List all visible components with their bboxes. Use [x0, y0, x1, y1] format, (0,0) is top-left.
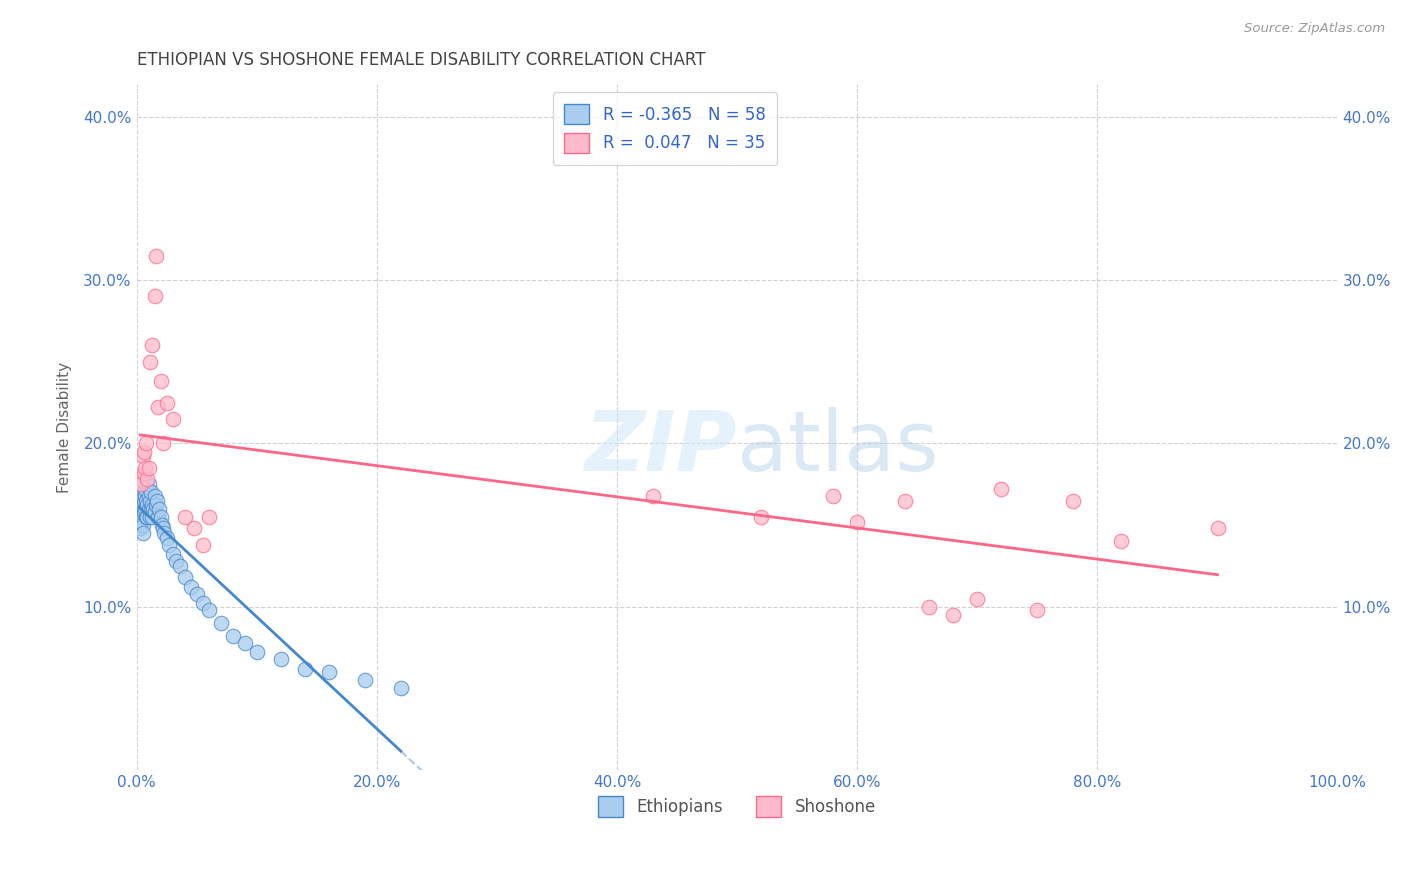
Point: [138, 501, 160, 516]
Text: Source: ZipAtlas.com: Source: ZipAtlas.com: [1244, 22, 1385, 36]
Point: [197, 509, 219, 524]
Point: [131, 526, 153, 541]
Point: [148, 509, 170, 524]
Point: [990, 482, 1012, 496]
Point: [270, 652, 292, 666]
Point: [165, 554, 187, 568]
Point: [129, 521, 152, 535]
Point: [894, 493, 917, 508]
Point: [141, 509, 163, 524]
Point: [1206, 521, 1229, 535]
Point: [294, 662, 316, 676]
Point: [131, 499, 153, 513]
Point: [131, 515, 153, 529]
Point: [135, 436, 157, 450]
Point: [966, 591, 988, 606]
Point: [152, 521, 174, 535]
Point: [641, 489, 664, 503]
Point: [157, 538, 180, 552]
Point: [139, 485, 162, 500]
Point: [1026, 603, 1049, 617]
Point: [131, 518, 153, 533]
Point: [353, 673, 375, 688]
Point: [149, 509, 172, 524]
Point: [846, 515, 869, 529]
Point: [186, 587, 208, 601]
Point: [139, 501, 162, 516]
Point: [135, 509, 157, 524]
Point: [131, 477, 153, 491]
Point: [142, 501, 165, 516]
Point: [143, 505, 166, 519]
Point: [1111, 534, 1133, 549]
Point: [149, 375, 172, 389]
Point: [1062, 493, 1084, 508]
Legend: Ethiopians, Shoshone: Ethiopians, Shoshone: [592, 789, 883, 823]
Point: [134, 489, 156, 503]
Point: [135, 493, 157, 508]
Text: ZIP: ZIP: [585, 407, 737, 488]
Point: [749, 509, 772, 524]
Point: [141, 338, 163, 352]
Point: [162, 412, 184, 426]
Point: [150, 518, 173, 533]
Point: [139, 355, 162, 369]
Point: [138, 477, 160, 491]
Point: [131, 505, 153, 519]
Point: [233, 635, 256, 649]
Point: [173, 509, 195, 524]
Point: [389, 681, 412, 696]
Point: [132, 493, 155, 508]
Point: [148, 401, 170, 415]
Point: [141, 499, 163, 513]
Point: [134, 461, 156, 475]
Point: [139, 493, 162, 508]
Point: [153, 526, 176, 541]
Point: [191, 538, 214, 552]
Point: [169, 558, 191, 573]
Point: [156, 531, 179, 545]
Point: [139, 509, 162, 524]
Point: [246, 645, 269, 659]
Point: [823, 489, 845, 503]
Point: [143, 289, 166, 303]
Point: [131, 450, 153, 464]
Point: [318, 665, 340, 679]
Point: [136, 509, 159, 524]
Point: [132, 505, 155, 519]
Y-axis label: Female Disability: Female Disability: [58, 361, 72, 492]
Point: [173, 570, 195, 584]
Point: [129, 501, 152, 516]
Point: [143, 489, 166, 503]
Text: ETHIOPIAN VS SHOSHONE FEMALE DISABILITY CORRELATION CHART: ETHIOPIAN VS SHOSHONE FEMALE DISABILITY …: [136, 51, 706, 69]
Point: [138, 489, 160, 503]
Point: [942, 607, 965, 622]
Point: [135, 477, 157, 491]
Point: [156, 395, 179, 409]
Point: [132, 444, 155, 458]
Point: [132, 485, 155, 500]
Point: [180, 580, 202, 594]
Point: [148, 501, 170, 516]
Point: [152, 436, 174, 450]
Point: [146, 493, 169, 508]
Point: [128, 509, 150, 524]
Point: [129, 472, 152, 486]
Point: [134, 501, 156, 516]
Point: [209, 615, 232, 630]
Text: atlas: atlas: [737, 407, 939, 488]
Point: [222, 629, 245, 643]
Point: [136, 472, 159, 486]
Point: [191, 596, 214, 610]
Point: [138, 461, 160, 475]
Point: [162, 548, 184, 562]
Point: [918, 599, 941, 614]
Point: [136, 499, 159, 513]
Point: [197, 603, 219, 617]
Point: [145, 249, 167, 263]
Point: [132, 466, 155, 480]
Point: [134, 482, 156, 496]
Point: [145, 499, 167, 513]
Point: [183, 521, 205, 535]
